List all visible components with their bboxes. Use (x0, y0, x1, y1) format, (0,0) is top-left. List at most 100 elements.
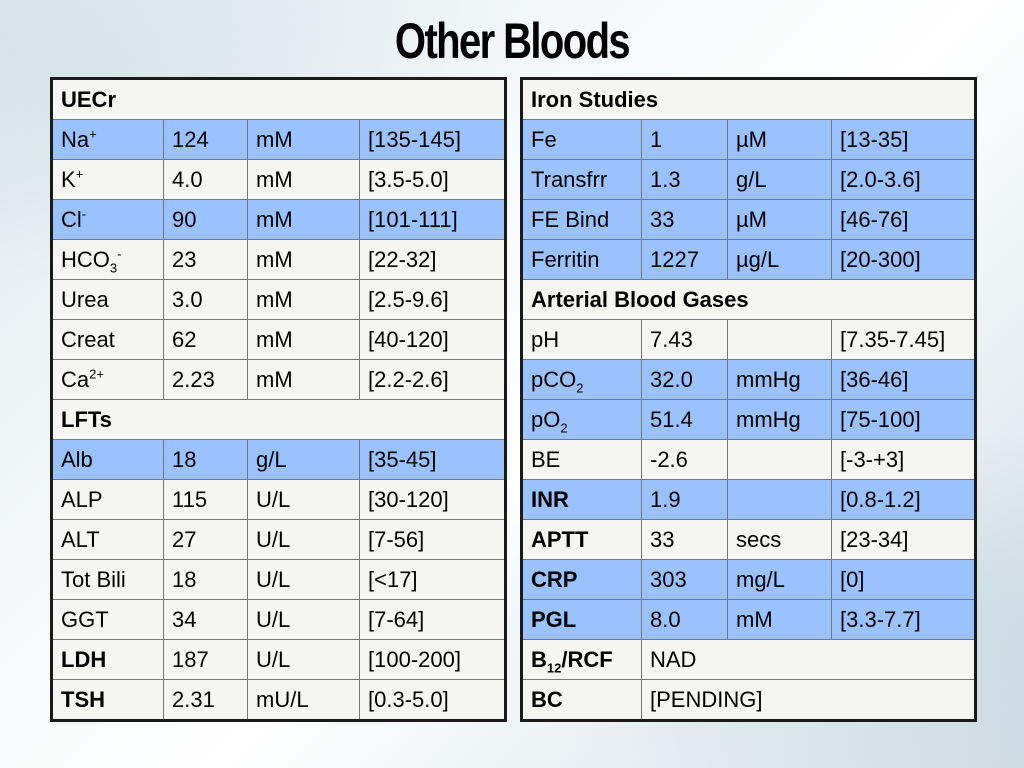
test-value: -2.6 (641, 439, 728, 480)
table-row: Fe 1 µM [13-35] (521, 119, 976, 160)
iron-studies-header: Iron Studies (521, 78, 976, 120)
table-row: Creat 62 mM [40-120] (51, 319, 507, 360)
test-range: [101-111] (358, 199, 507, 240)
test-name: Ferritin (521, 239, 642, 280)
uecr-header: UECr (50, 78, 507, 120)
table-row: K+ 4.0 mM [3.5-5.0] (51, 159, 507, 200)
test-value: 1227 (641, 239, 728, 280)
test-unit: mmHg (727, 359, 832, 400)
abg-header: Arterial Blood Gases (521, 279, 976, 320)
test-value: 4.0 (163, 159, 248, 200)
table-row: HCO3- 23 mM [22-32] (51, 239, 507, 280)
table-row: TSH 2.31 mU/L [0.3-5.0] (51, 679, 507, 721)
table-row: B12/RCF NAD (521, 639, 976, 680)
test-unit: µg/L (727, 239, 832, 280)
test-value: 27 (163, 519, 248, 560)
test-unit: mM (247, 319, 360, 360)
test-unit: mU/L (247, 679, 360, 721)
test-name: TSH (51, 679, 164, 721)
test-unit: mM (727, 599, 832, 640)
test-name: PGL (521, 599, 642, 640)
test-range: [100-200] (358, 639, 507, 680)
test-value: [PENDING] (641, 679, 976, 721)
test-unit: mM (247, 199, 360, 240)
test-range: [-3-+3] (831, 439, 976, 480)
test-unit: µM (727, 119, 832, 160)
test-value: 187 (163, 639, 248, 680)
iron-abg-table: Iron Studies Fe 1 µM [13-35] Transfrr 1.… (520, 77, 977, 722)
test-value: 115 (163, 479, 248, 520)
table-row: INR 1.9 [0.8-1.2] (521, 479, 976, 520)
test-name: CRP (521, 559, 642, 600)
test-name: pH (521, 319, 642, 360)
test-name: Tot Bili (51, 559, 164, 600)
test-name: FE Bind (521, 199, 642, 240)
test-name: pO2 (521, 399, 642, 440)
test-value: 1.9 (641, 479, 728, 520)
table-row: FE Bind 33 µM [46-76] (521, 199, 976, 240)
table-row: Na+ 124 mM [135-145] (51, 119, 507, 160)
test-unit: U/L (247, 559, 360, 600)
table-row: CRP 303 mg/L [0] (521, 559, 976, 600)
test-unit: secs (727, 519, 832, 560)
test-unit (727, 479, 832, 520)
test-value: 18 (163, 559, 248, 600)
test-range: [2.0-3.6] (831, 159, 976, 200)
test-range: [2.2-2.6] (358, 359, 507, 400)
test-range: [75-100] (831, 399, 976, 440)
test-unit: g/L (727, 159, 832, 200)
test-range: [7.35-7.45] (831, 319, 976, 360)
table-row: Ferritin 1227 µg/L [20-300] (521, 239, 976, 280)
test-unit: mM (247, 239, 360, 280)
test-name: LDH (51, 639, 164, 680)
table-row: pCO2 32.0 mmHg [36-46] (521, 359, 976, 400)
test-unit (727, 319, 832, 360)
test-range: [0.3-5.0] (358, 679, 507, 721)
table-row: pO2 51.4 mmHg [75-100] (521, 399, 976, 440)
test-name: pCO2 (521, 359, 642, 400)
table-row: LDH 187 U/L [100-200] (51, 639, 507, 680)
test-range: [3.5-5.0] (358, 159, 507, 200)
test-value: 62 (163, 319, 248, 360)
test-unit: mM (247, 279, 360, 320)
test-unit: mM (247, 359, 360, 400)
test-name: GGT (51, 599, 164, 640)
test-value: 23 (163, 239, 248, 280)
test-value: 2.23 (163, 359, 248, 400)
test-value: 33 (641, 199, 728, 240)
test-name: ALP (51, 479, 164, 520)
test-value: 124 (163, 119, 248, 160)
table-row: PGL 8.0 mM [3.3-7.7] (521, 599, 976, 640)
test-unit: mM (247, 159, 360, 200)
test-range: [22-32] (358, 239, 507, 280)
table-row: Tot Bili 18 U/L [<17] (51, 559, 507, 600)
test-name: INR (521, 479, 642, 520)
uecr-lft-table: UECr Na+ 124 mM [135-145] K+ 4.0 mM [3.5… (50, 77, 508, 722)
test-name: Cl- (51, 199, 164, 240)
slide-title: Other Bloods (394, 13, 631, 69)
test-unit: g/L (247, 439, 360, 480)
test-value: 33 (641, 519, 728, 560)
table-row: APTT 33 secs [23-34] (521, 519, 976, 560)
test-value: 3.0 (163, 279, 248, 320)
test-range: [20-300] (831, 239, 976, 280)
lfts-header: LFTs (50, 399, 507, 440)
test-name: Ca2+ (51, 359, 164, 400)
table-row: Transfrr 1.3 g/L [2.0-3.6] (521, 159, 976, 200)
test-name: Fe (521, 119, 642, 160)
test-value: 7.43 (641, 319, 728, 360)
test-name: BE (521, 439, 642, 480)
test-range: [<17] (358, 559, 507, 600)
test-range: [7-64] (358, 599, 507, 640)
section-header-row: Arterial Blood Gases (521, 279, 976, 320)
test-unit: U/L (247, 599, 360, 640)
test-name: Na+ (51, 119, 164, 160)
test-range: [46-76] (831, 199, 976, 240)
table-row: Ca2+ 2.23 mM [2.2-2.6] (51, 359, 507, 400)
test-unit: U/L (247, 519, 360, 560)
test-range: [35-45] (358, 439, 507, 480)
test-range: [2.5-9.6] (358, 279, 507, 320)
table-row: Urea 3.0 mM [2.5-9.6] (51, 279, 507, 320)
test-value: 8.0 (641, 599, 728, 640)
test-value: 90 (163, 199, 248, 240)
